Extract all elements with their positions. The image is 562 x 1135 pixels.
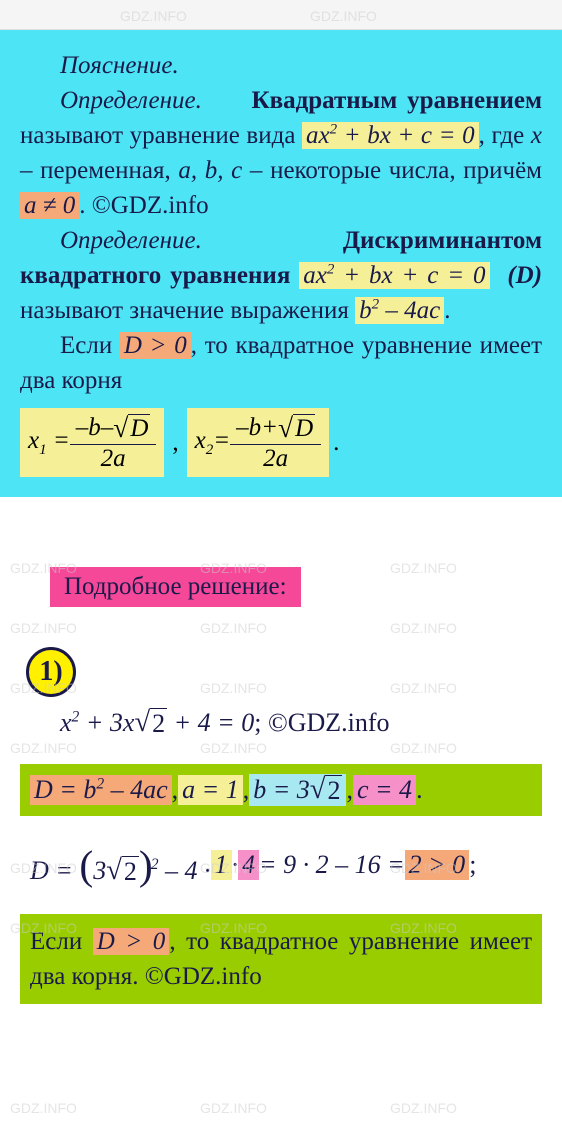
def2-dot: . [444, 297, 450, 324]
concl-formula: D > 0 [93, 928, 170, 955]
gb-dot: . [416, 775, 423, 805]
dot-end: . [333, 429, 339, 457]
solution-heading: Подробное решение: [50, 567, 301, 607]
calc-result: 2 > 0 [405, 850, 470, 880]
paragraph-roots: Если D > 0, то квадратное уравнение имее… [20, 328, 542, 398]
b-value: b = 32 [249, 774, 346, 806]
formula-quadratic-2: ax2 + bx + c = 0 [299, 262, 489, 289]
watermark-item: GDZ.INFO [200, 1100, 267, 1116]
calc-four: 4 [238, 850, 259, 880]
definition-section: Пояснение. Определение. Квадратным уравн… [0, 30, 562, 497]
problem-number: 1) [26, 647, 76, 697]
def-label-1: Определение. [60, 87, 202, 114]
roots-text1: Если [60, 332, 120, 359]
comma-1: , [172, 429, 178, 457]
d-formula-hl: D = b2 – 4ac [30, 775, 172, 805]
roots-formulas: x1 = – b – D 2a , x2= – b + D 2a . [20, 408, 542, 477]
top-bar [0, 0, 562, 30]
a-value: a = 1 [178, 775, 243, 805]
paragraph-definition-1: Определение. Квадратным уравнением назыв… [20, 83, 542, 223]
formula-discriminant: b2 – 4ac [355, 297, 444, 324]
def1-text1: называют уравнение вида [20, 122, 302, 149]
x2-formula: x2= – b + D 2a [187, 408, 330, 477]
eq1-credit: ; ©GDZ.info [254, 708, 389, 738]
var-x: x [531, 122, 542, 149]
solution-section: Подробное решение: 1) x2 + 3x2 + 4 = 0; … [0, 497, 562, 1024]
explanation-label: Пояснение. [60, 52, 179, 79]
quadratic-term: Квадратным уравнением [251, 87, 542, 114]
paragraph-definition-2: Определение. Дискриминантом квадратного … [20, 223, 542, 328]
paragraph-explanation: Пояснение. [20, 48, 542, 83]
concl-text1: Если [30, 928, 93, 955]
c-value: c = 4 [353, 775, 416, 805]
formula-a-nonzero: a ≠ 0 [20, 192, 79, 219]
def1-credit: . ©GDZ.info [79, 192, 208, 219]
watermark-item: GDZ.INFO [10, 1100, 77, 1116]
formula-d-positive: D > 0 [120, 332, 191, 359]
formula-quadratic: ax2 + bx + c = 0 [302, 122, 479, 149]
coefficients-bar: D = b2 – 4ac, a = 1, b = 32, c = 4. [20, 764, 542, 816]
d-symbol: (D) [507, 262, 542, 289]
x1-formula: x1 = – b – D 2a [20, 408, 164, 477]
equation-1: x2 + 3x2 + 4 = 0; ©GDZ.info [60, 707, 542, 739]
calc-one: 1 [211, 850, 232, 880]
def2-text1: называют значение выражения [20, 297, 355, 324]
vars-abc: a, b, c [178, 157, 242, 184]
def1-text3: – переменная, [20, 157, 178, 184]
def-label-2: Определение. [60, 227, 202, 254]
def1-text4: – некоторые числа, причём [242, 157, 542, 184]
calc-semi: ; [469, 850, 476, 880]
conclusion-block: Если D > 0, то квадратное уравнение имее… [20, 914, 542, 1004]
watermark-item: GDZ.INFO [390, 1100, 457, 1116]
discriminant-calculation: D = (32)2 – 4 · 1 · 4 = 9 · 2 – 16 = 2 >… [30, 841, 532, 889]
def1-text2: , где [479, 122, 531, 149]
